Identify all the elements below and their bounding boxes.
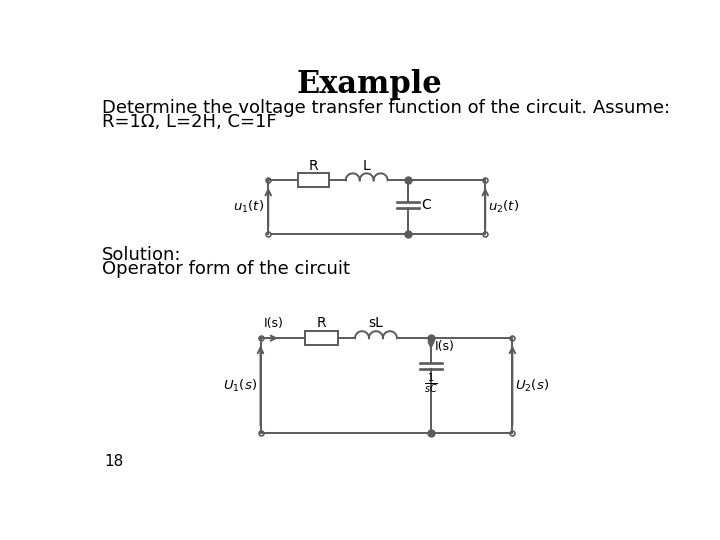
Text: $U_1(s)$: $U_1(s)$: [222, 377, 256, 394]
Text: R: R: [317, 316, 327, 330]
Text: I(s): I(s): [264, 318, 284, 330]
Bar: [297, 173, 329, 187]
Text: $u_1(t)$: $u_1(t)$: [233, 199, 264, 215]
Text: I(s): I(s): [435, 340, 455, 353]
Text: 18: 18: [104, 454, 123, 469]
Text: C: C: [422, 198, 431, 212]
Text: L: L: [363, 159, 371, 173]
Text: $\frac{1}{sC}$: $\frac{1}{sC}$: [424, 372, 438, 396]
Text: Operator form of the circuit: Operator form of the circuit: [102, 260, 350, 278]
Text: $U_2(s)$: $U_2(s)$: [516, 377, 549, 394]
Text: $u_2(t)$: $u_2(t)$: [488, 199, 519, 215]
Text: Solution:: Solution:: [102, 246, 181, 264]
Text: sL: sL: [369, 316, 384, 330]
Text: Example: Example: [296, 69, 442, 100]
Bar: [305, 331, 338, 345]
Text: R=1Ω, L=2H, C=1F: R=1Ω, L=2H, C=1F: [102, 113, 276, 131]
Text: R: R: [308, 159, 318, 173]
Text: Determine the voltage transfer function of the circuit. Assume:: Determine the voltage transfer function …: [102, 99, 670, 117]
